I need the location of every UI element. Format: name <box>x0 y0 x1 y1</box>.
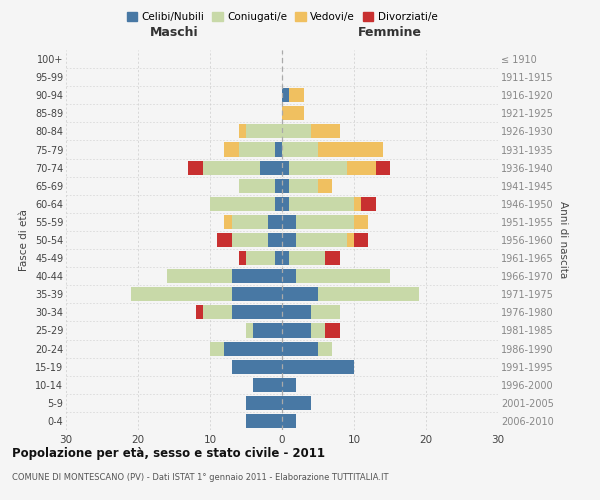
Bar <box>224 142 239 156</box>
Legend: Celibi/Nubili, Coniugati/e, Vedovi/e, Divorziati/e: Celibi/Nubili, Coniugati/e, Vedovi/e, Di… <box>122 8 442 26</box>
Bar <box>282 88 289 102</box>
Bar <box>282 342 318 355</box>
Bar <box>260 160 282 174</box>
Text: COMUNE DI MONTESCANO (PV) - Dati ISTAT 1° gennaio 2011 - Elaborazione TUTTITALIA: COMUNE DI MONTESCANO (PV) - Dati ISTAT 1… <box>12 472 389 482</box>
Bar <box>354 215 368 229</box>
Bar <box>253 324 282 338</box>
Bar <box>282 396 311 410</box>
Bar <box>224 342 282 355</box>
Text: Maschi: Maschi <box>149 26 199 39</box>
Bar <box>347 233 354 247</box>
Bar <box>289 251 325 265</box>
Bar <box>224 215 232 229</box>
Bar <box>275 197 282 211</box>
Bar <box>196 306 203 320</box>
Bar <box>282 378 296 392</box>
Bar <box>354 233 368 247</box>
Bar <box>296 215 354 229</box>
Bar <box>282 178 289 193</box>
Bar <box>239 178 275 193</box>
Bar <box>318 178 332 193</box>
Bar <box>232 233 268 247</box>
Bar <box>246 414 282 428</box>
Bar <box>325 324 340 338</box>
Bar <box>289 197 354 211</box>
Bar <box>232 215 268 229</box>
Bar <box>275 251 282 265</box>
Bar <box>131 287 232 302</box>
Text: Popolazione per età, sesso e stato civile - 2011: Popolazione per età, sesso e stato civil… <box>12 448 325 460</box>
Bar <box>203 306 232 320</box>
Bar <box>217 233 232 247</box>
Bar <box>282 106 304 120</box>
Bar <box>282 306 311 320</box>
Bar <box>376 160 390 174</box>
Bar <box>282 233 296 247</box>
Bar <box>318 342 332 355</box>
Bar <box>246 324 253 338</box>
Bar <box>311 306 340 320</box>
Y-axis label: Fasce di età: Fasce di età <box>19 209 29 271</box>
Y-axis label: Anni di nascita: Anni di nascita <box>557 202 568 278</box>
Bar <box>282 197 289 211</box>
Bar <box>253 378 282 392</box>
Bar <box>232 306 282 320</box>
Bar <box>239 251 246 265</box>
Bar <box>246 396 282 410</box>
Bar <box>275 178 282 193</box>
Text: Femmine: Femmine <box>358 26 422 39</box>
Bar <box>296 269 390 283</box>
Bar <box>282 360 354 374</box>
Bar <box>296 233 347 247</box>
Bar <box>318 287 419 302</box>
Bar <box>289 178 318 193</box>
Bar <box>282 124 311 138</box>
Bar <box>246 251 275 265</box>
Bar <box>282 160 289 174</box>
Bar <box>268 215 282 229</box>
Bar <box>282 287 318 302</box>
Bar <box>275 142 282 156</box>
Bar <box>188 160 203 174</box>
Bar <box>361 197 376 211</box>
Bar <box>232 287 282 302</box>
Bar <box>325 251 340 265</box>
Bar <box>289 160 347 174</box>
Bar <box>282 269 296 283</box>
Bar <box>203 160 260 174</box>
Bar <box>210 197 275 211</box>
Bar <box>210 342 224 355</box>
Bar <box>282 251 289 265</box>
Bar <box>318 142 383 156</box>
Bar <box>282 142 318 156</box>
Bar <box>282 324 311 338</box>
Bar <box>347 160 376 174</box>
Bar <box>268 233 282 247</box>
Bar <box>246 124 282 138</box>
Bar <box>239 142 275 156</box>
Bar <box>232 360 282 374</box>
Bar <box>232 269 282 283</box>
Bar <box>354 197 361 211</box>
Bar <box>239 124 246 138</box>
Bar <box>311 124 340 138</box>
Bar <box>311 324 325 338</box>
Bar <box>282 215 296 229</box>
Bar <box>289 88 304 102</box>
Bar <box>167 269 232 283</box>
Bar <box>282 414 296 428</box>
